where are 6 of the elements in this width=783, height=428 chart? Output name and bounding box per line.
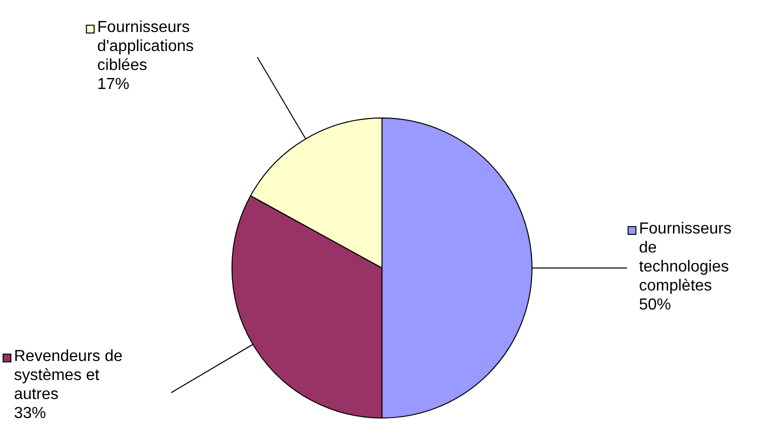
legend-label: Fournisseurs de technologies complètes [639,220,732,294]
data-label: 17% [97,76,130,94]
data-label: 50% [639,296,672,314]
legend-label: Revendeurs de systèmes et autres [14,348,123,403]
legend-label: Fournisseurs d'applications ciblées [97,19,194,74]
data-label: 33% [14,405,46,422]
